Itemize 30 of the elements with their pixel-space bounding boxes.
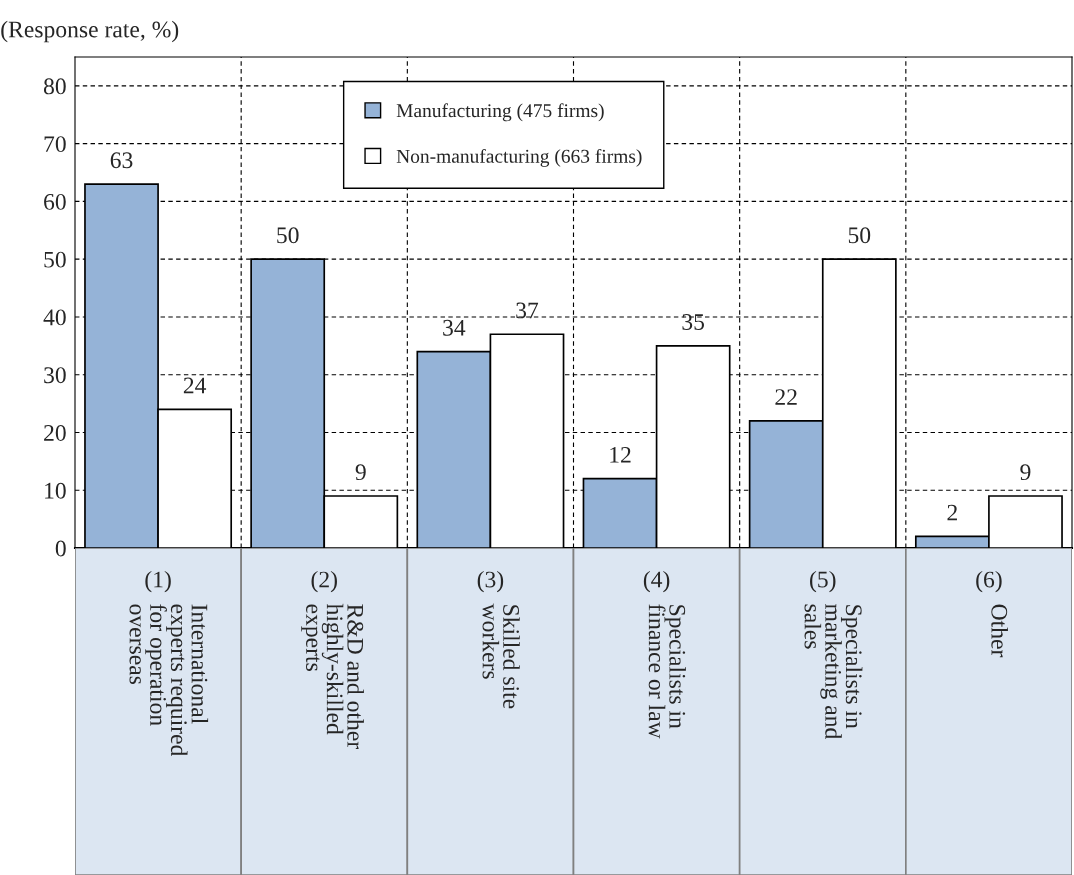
text: 9 — [355, 464, 366, 481]
y-tick-label: 0 — [55, 540, 66, 557]
text: 50 — [277, 227, 299, 244]
y-tick-label: 60 — [44, 193, 66, 210]
legend-label: Manufacturing (475 firms) — [396, 103, 604, 122]
y-tick-label: 80 — [43, 78, 66, 95]
text: 63 — [110, 152, 133, 169]
text: 2 — [947, 504, 957, 521]
text: 12 — [610, 446, 631, 463]
text: 34 — [443, 319, 466, 336]
text: 37 — [516, 302, 539, 319]
y-tick-label: 70 — [44, 136, 66, 153]
y-tick-label: 50 — [44, 251, 66, 268]
text: 35 — [682, 314, 705, 330]
text: 22 — [775, 389, 797, 405]
x-tick-label: (4) Specialists in finance or law — [643, 570, 686, 739]
x-tick-label: (1) International experts required for operation overseas — [129, 570, 209, 757]
x-tick-label: (5) Specialists in marketing and sales — [804, 570, 863, 740]
y-tick-label: 40 — [43, 309, 66, 326]
x-tick-label: (3) Skilled site workers — [477, 570, 520, 709]
legend-label: Non-manufacturing (663 firms) — [396, 148, 642, 167]
x-tick-label: (6) Other — [976, 570, 1008, 658]
x-tick-label: (2) R&D and other highly-skilled experts — [301, 570, 364, 749]
text: 50 — [848, 227, 871, 244]
text: 24 — [183, 377, 207, 394]
y-tick-label: 20 — [44, 424, 66, 441]
y-tick-label: 10 — [45, 482, 66, 499]
y-axis-title: (Response rate, %) — [1, 20, 179, 43]
text: 9 — [1020, 464, 1031, 481]
y-tick-label: 30 — [44, 367, 66, 384]
